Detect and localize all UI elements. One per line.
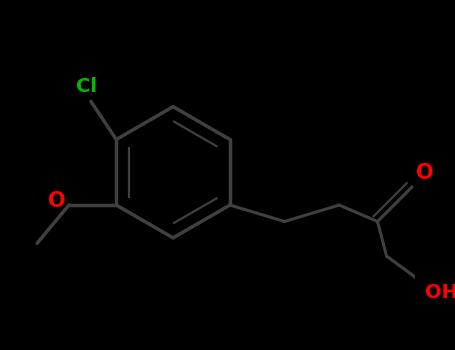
Text: OH: OH [425, 284, 455, 302]
Text: O: O [48, 190, 65, 210]
Text: O: O [416, 163, 433, 183]
Text: Cl: Cl [76, 77, 97, 96]
